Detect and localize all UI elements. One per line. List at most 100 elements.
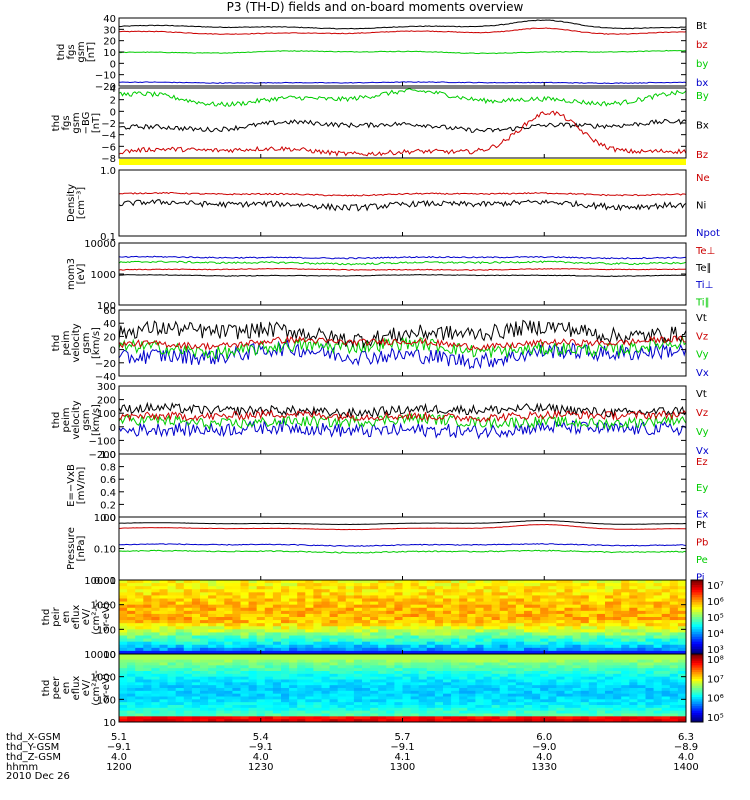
heatmap-cell: [588, 638, 598, 643]
heatmap-cell: [256, 662, 266, 666]
heatmap-cell: [272, 690, 282, 695]
heatmap-cell: [483, 601, 493, 606]
heatmap-cell: [483, 702, 493, 706]
heatmap-cell: [362, 710, 371, 714]
heatmap-cell: [272, 635, 282, 640]
heatmap-cell: [167, 632, 177, 636]
heatmap-cell: [475, 620, 484, 624]
heatmap-cell: [451, 586, 460, 590]
heatmap-cell: [475, 604, 484, 609]
heatmap-cell: [653, 671, 663, 675]
heatmap-cell: [605, 601, 614, 606]
heatmap-cell: [410, 641, 420, 646]
heatmap-cell: [313, 586, 322, 590]
heatmap-cell: [216, 716, 225, 720]
heatmap-cell: [669, 719, 679, 723]
heatmap-cell: [588, 647, 598, 652]
heatmap-cell: [572, 679, 582, 683]
heatmap-cell: [434, 702, 444, 706]
heatmap-cell: [256, 632, 266, 636]
heatmap-cell: [410, 617, 420, 621]
heatmap-cell: [556, 716, 565, 720]
heatmap-cell: [248, 665, 258, 669]
heatmap-cell: [588, 598, 598, 603]
heatmap-cell: [507, 685, 517, 689]
colorbar-step: [691, 609, 703, 613]
heatmap-cell: [410, 632, 420, 636]
heatmap-cell: [637, 601, 646, 606]
heatmap-cell: [370, 595, 379, 599]
heatmap-cell: [297, 626, 306, 630]
heatmap-cell: [167, 654, 177, 658]
heatmap-cell: [224, 673, 233, 678]
heatmap-cell: [289, 629, 298, 633]
heatmap-cell: [540, 690, 549, 695]
heatmap-cell: [596, 604, 606, 609]
y-tick-label: 300: [97, 382, 116, 393]
heatmap-cell: [151, 676, 160, 680]
heatmap-cell: [661, 647, 671, 652]
heatmap-cell: [345, 676, 355, 680]
heatmap-cell: [208, 656, 217, 661]
heatmap-cell: [127, 685, 136, 689]
heatmap-cell: [483, 586, 493, 590]
x-tick-value: −9.1: [107, 742, 131, 753]
heatmap-cell: [524, 682, 533, 686]
heatmap-cell: [353, 580, 363, 584]
heatmap-cell: [572, 673, 582, 678]
heatmap-cell: [143, 693, 152, 697]
heatmap-cell: [208, 595, 217, 599]
heatmap-cell: [386, 589, 395, 593]
heatmap-cell: [459, 580, 468, 584]
heatmap-cell: [507, 592, 517, 596]
heatmap-cell: [653, 654, 663, 658]
heatmap-cell: [637, 583, 646, 587]
colorbar-step: [691, 604, 703, 608]
heatmap-cell: [621, 716, 630, 720]
heatmap-cell: [232, 617, 241, 621]
heatmap-cell: [151, 710, 160, 714]
heatmap-cell: [378, 580, 387, 584]
colorbar-step: [691, 607, 703, 611]
x-tick-value: 6.3: [678, 732, 694, 743]
heatmap-cell: [240, 641, 250, 646]
x-tick-value: 4.0: [678, 752, 694, 763]
heatmap-cell: [183, 665, 193, 669]
heatmap-cell: [540, 654, 549, 658]
heatmap-cell: [661, 668, 671, 672]
heatmap-cell: [143, 688, 152, 692]
heatmap-cell: [175, 668, 185, 672]
y-tick-label: 10000: [84, 576, 116, 587]
heatmap-cell: [451, 690, 460, 695]
heatmap-cell: [256, 638, 266, 643]
heatmap-cell: [289, 688, 298, 692]
heatmap-cell: [491, 638, 501, 643]
heatmap-cell: [645, 595, 655, 599]
heatmap-cell: [248, 719, 258, 723]
heatmap-cell: [540, 586, 549, 590]
heatmap-cell: [119, 641, 128, 646]
heatmap-cell: [564, 632, 574, 636]
heatmap-cell: [418, 635, 428, 640]
panel-9: [118, 579, 687, 655]
heatmap-cell: [394, 659, 403, 663]
heatmap-cell: [264, 644, 274, 649]
heatmap-cell: [532, 710, 541, 714]
heatmap-cell: [386, 635, 395, 640]
panel-1: [118, 17, 687, 87]
heatmap-cell: [224, 679, 233, 683]
heatmap-cell: [426, 668, 436, 672]
heatmap-cell: [402, 716, 412, 720]
heatmap-cell: [475, 613, 484, 618]
heatmap-cell: [443, 589, 452, 593]
heatmap-cell: [119, 656, 128, 661]
heatmap-cell: [588, 595, 598, 599]
heatmap-cell: [443, 629, 452, 633]
heatmap-cell: [362, 707, 371, 712]
heatmap-cell: [208, 676, 217, 680]
heatmap-cell: [475, 656, 484, 661]
heatmap-cell: [556, 654, 565, 658]
heatmap-cell: [378, 671, 387, 675]
heatmap-cell: [613, 665, 622, 669]
heatmap-cell: [200, 690, 209, 695]
